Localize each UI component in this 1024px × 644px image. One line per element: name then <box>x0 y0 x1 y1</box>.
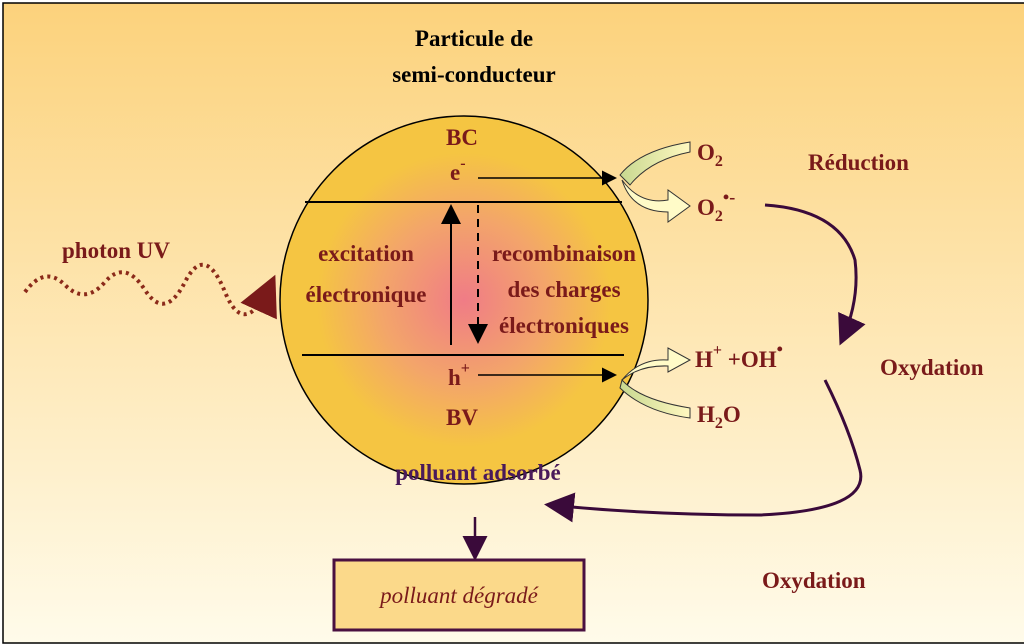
adsorbed: polluant adsorbé <box>395 460 561 485</box>
carrier: e- <box>450 155 466 185</box>
curved-arrow <box>619 141 691 186</box>
process: Oxydation <box>880 355 984 380</box>
curved-arrow <box>621 179 691 223</box>
title: Particule de <box>415 26 533 51</box>
curved-arrow <box>619 378 691 419</box>
process: Oxydation <box>762 568 866 593</box>
title: semi-conducteur <box>392 62 556 87</box>
superscript: + <box>713 342 722 359</box>
excitation: électronique <box>306 282 427 307</box>
species: H2O <box>697 402 741 432</box>
process: Réduction <box>808 150 909 175</box>
superscript: •- <box>723 187 735 207</box>
photon-wave <box>23 262 277 320</box>
charge: + <box>461 360 470 377</box>
band-label: BC <box>446 125 478 150</box>
recombination: recombinaison <box>492 241 636 266</box>
species: O2 <box>697 140 723 170</box>
species: O2•- <box>697 187 735 225</box>
carrier: h <box>448 365 461 390</box>
element: O <box>697 195 715 220</box>
particle <box>279 115 649 485</box>
species: H+ +OH• <box>695 339 783 372</box>
charge: - <box>460 155 465 172</box>
carrier: e <box>450 160 460 185</box>
recombination: des charges <box>507 277 620 302</box>
subscript: 2 <box>715 208 723 225</box>
recombination: électroniques <box>499 313 629 338</box>
radical: +OH <box>722 347 777 372</box>
degraded: polluant dégradé <box>378 583 540 608</box>
photon-label: photon UV <box>62 238 170 263</box>
band-label: BV <box>446 405 478 430</box>
element: O <box>697 140 715 165</box>
reaction-arrow <box>764 203 866 346</box>
element: O <box>723 402 741 427</box>
subscript: 2 <box>715 415 723 432</box>
superscript: • <box>777 339 783 359</box>
carrier: h+ <box>448 360 470 390</box>
excitation: excitation <box>318 241 414 266</box>
element: H <box>697 402 715 427</box>
element: H <box>695 347 713 372</box>
curved-arrow <box>621 347 692 381</box>
degraded-box <box>332 558 586 632</box>
reaction-arrow <box>544 379 863 523</box>
subscript: 2 <box>715 153 723 170</box>
